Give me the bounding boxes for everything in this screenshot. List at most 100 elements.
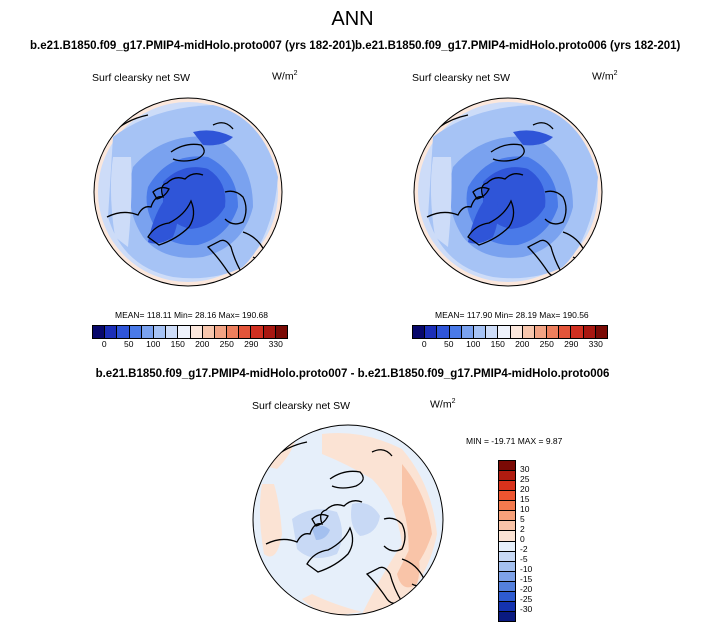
difference-title: b.e21.B1850.f09_g17.PMIP4-midHolo.proto0… [95, 368, 610, 380]
colorbar-swatch [275, 326, 287, 338]
colorbar-swatch [227, 326, 240, 338]
colorbar-tick-label: 2 [520, 524, 525, 534]
colorbar-swatch [214, 326, 228, 338]
colorbar-swatch [437, 326, 450, 338]
main-title: ANN [331, 8, 374, 30]
right-colorbar-swatches [412, 325, 608, 339]
colorbar-tick-label: 250 [219, 339, 234, 349]
colorbar-swatch [117, 326, 130, 338]
colorbar-swatch [263, 326, 276, 338]
right-stats: MEAN= 117.90 Min= 28.19 Max= 190.56 [435, 310, 589, 320]
colorbar-swatch [571, 326, 584, 338]
colorbar-tick-label: -30 [520, 604, 533, 614]
colorbar-tick-label: 200 [195, 339, 210, 349]
right-variable-label: Surf clearsky net SW [412, 72, 511, 84]
colorbar-swatch [425, 326, 438, 338]
colorbar-swatch [251, 326, 264, 338]
colorbar-swatch [499, 471, 515, 482]
colorbar-tick-label: 150 [490, 339, 505, 349]
colorbar-tick-label: -5 [520, 554, 528, 564]
colorbar-swatch [499, 521, 515, 532]
right-case-title: b.e21.B1850.f09_g17.PMIP4-midHolo.proto0… [355, 40, 681, 52]
right-colorbar-ticks: 0 50 100 150 200 250 290 330 [412, 339, 608, 351]
colorbar-swatch [166, 326, 179, 338]
colorbar-swatch [499, 601, 515, 612]
colorbar-tick-label: 10 [520, 504, 530, 514]
colorbar-swatch [105, 326, 118, 338]
colorbar-swatch [486, 326, 499, 338]
colorbar-tick-label: 15 [520, 494, 530, 504]
colorbar-tick-label: 290 [244, 339, 259, 349]
difference-polar-map [252, 424, 444, 616]
colorbar-tick-label: 30 [520, 464, 530, 474]
colorbar-tick-label: 0 [520, 534, 525, 544]
difference-colorbar-swatches [498, 460, 516, 622]
difference-stats: MIN = -19.71 MAX = 9.87 [466, 436, 563, 446]
colorbar-swatch [499, 501, 515, 512]
colorbar-tick-label: -25 [520, 594, 533, 604]
colorbar-tick-label: 50 [124, 339, 134, 349]
left-colorbar-ticks: 0 50 100 150 200 250 290 330 [92, 339, 288, 351]
colorbar-tick-label: 0 [421, 339, 427, 349]
left-polar-map [93, 97, 283, 287]
colorbar-swatch [499, 561, 515, 572]
right-polar-map [413, 97, 603, 287]
colorbar-swatch [129, 326, 142, 338]
colorbar-swatch [141, 326, 154, 338]
colorbar-swatch [499, 491, 515, 502]
colorbar-tick-label: 20 [520, 484, 530, 494]
right-colorbar: 0 50 100 150 200 250 290 330 [412, 325, 608, 351]
colorbar-tick-label: 330 [268, 339, 283, 349]
colorbar-swatch [499, 611, 515, 621]
colorbar-tick-label: -2 [520, 544, 528, 554]
left-colorbar: 0 50 100 150 200 250 290 330 [92, 325, 288, 351]
colorbar-swatch [499, 531, 515, 542]
colorbar-swatch [178, 326, 191, 338]
colorbar-swatch [499, 581, 515, 592]
colorbar-swatch [190, 326, 203, 338]
colorbar-swatch [449, 326, 462, 338]
left-stats: MEAN= 118.11 Min= 28.16 Max= 190.68 [115, 310, 269, 320]
colorbar-tick-label: -15 [520, 574, 533, 584]
colorbar-swatch [239, 326, 252, 338]
colorbar-tick-label: 330 [588, 339, 603, 349]
colorbar-tick-label: 50 [444, 339, 454, 349]
colorbar-swatch [461, 326, 474, 338]
difference-colorbar [498, 460, 516, 622]
colorbar-swatch [499, 571, 515, 582]
colorbar-swatch [473, 326, 487, 338]
colorbar-swatch [153, 326, 167, 338]
colorbar-swatch [499, 591, 515, 602]
colorbar-tick-label: -10 [520, 564, 533, 574]
difference-colorbar-ticks: 30 25 20 15 10 5 2 0 -2 -5 -10 -15 -20 -25 -30 [520, 460, 550, 620]
colorbar-swatch [499, 541, 515, 552]
colorbar-tick-label: 25 [520, 474, 530, 484]
colorbar-swatch [499, 511, 515, 522]
colorbar-swatch [595, 326, 607, 338]
colorbar-tick-label: 250 [539, 339, 554, 349]
left-colorbar-swatches [92, 325, 288, 339]
difference-units: W/m2 [430, 398, 456, 411]
colorbar-swatch [202, 326, 215, 338]
colorbar-swatch [413, 326, 426, 338]
colorbar-tick-label: 5 [520, 514, 525, 524]
colorbar-swatch [499, 461, 515, 472]
colorbar-swatch [534, 326, 548, 338]
left-case-title: b.e21.B1850.f09_g17.PMIP4-midHolo.proto0… [30, 40, 356, 52]
left-units: W/m2 [272, 70, 298, 83]
right-units: W/m2 [592, 70, 618, 83]
colorbar-swatch [93, 326, 106, 338]
colorbar-tick-label: 0 [101, 339, 107, 349]
colorbar-tick-label: 200 [515, 339, 530, 349]
colorbar-swatch [583, 326, 596, 338]
colorbar-swatch [547, 326, 560, 338]
colorbar-swatch [499, 551, 515, 562]
colorbar-swatch [510, 326, 523, 338]
colorbar-tick-label: 100 [146, 339, 161, 349]
difference-variable-label: Surf clearsky net SW [252, 400, 351, 412]
colorbar-swatch [559, 326, 572, 338]
colorbar-tick-label: 150 [170, 339, 185, 349]
colorbar-tick-label: 290 [564, 339, 579, 349]
colorbar-swatch [522, 326, 535, 338]
colorbar-tick-label: -20 [520, 584, 533, 594]
